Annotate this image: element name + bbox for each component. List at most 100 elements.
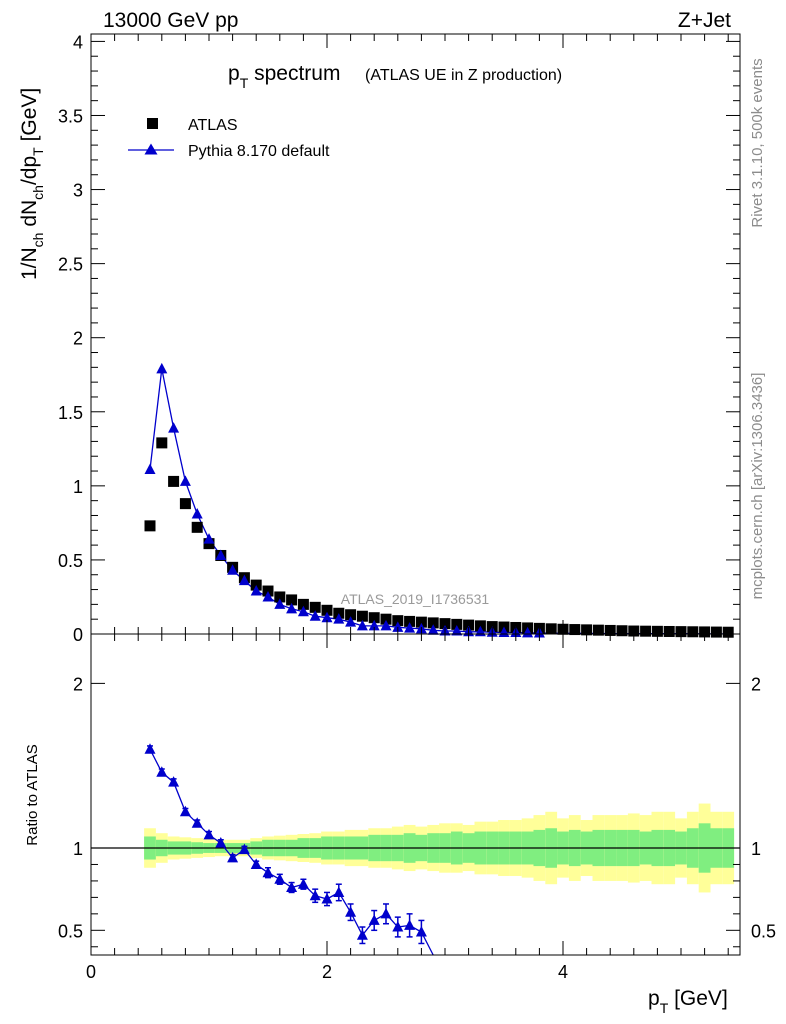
xlabel-gev: [GeV] — [668, 987, 728, 1010]
header-process: Z+Jet — [678, 9, 731, 32]
legend-pythia-marker — [144, 143, 158, 155]
atlas-point-46 — [687, 626, 699, 638]
bottom-panel-frame — [90, 633, 741, 956]
atlas-point-27 — [463, 619, 475, 631]
pythia-point-17 — [345, 616, 357, 627]
legend-atlas-marker — [147, 118, 158, 129]
ratio-point-21 — [392, 921, 404, 932]
pythia-point-4 — [191, 508, 203, 519]
header-energy: 13000 GeV pp — [103, 9, 238, 32]
ratio-point-3 — [179, 805, 191, 817]
atlas-point-11 — [274, 591, 286, 603]
ratio-point-2 — [168, 776, 180, 787]
y-top-tick-label-2: 2 — [73, 329, 83, 349]
pythia-point-18 — [356, 619, 368, 631]
pythia-point-1 — [156, 362, 168, 374]
legend-atlas-label: ATLAS — [188, 117, 238, 134]
atlas-point-23 — [415, 616, 427, 628]
ylabel-dn: dN — [18, 200, 41, 233]
pythia-point-20 — [380, 619, 392, 631]
ratio-point-6 — [215, 837, 227, 848]
atlas-point-3 — [179, 498, 191, 510]
atlas-point-0 — [144, 520, 156, 532]
ratio-point-18 — [356, 929, 368, 940]
mcplots-info: mcplots.cern.ch [arXiv:1306.3436] — [749, 373, 766, 600]
y-top-tick-label-3: 3 — [73, 181, 83, 201]
y-top-tick-label-1: 1 — [73, 477, 83, 497]
y-top-tick-label-2.5: 2.5 — [58, 255, 83, 275]
axis-ticks: 0 2 4 0 0.5 1 1.5 2 2.5 3 3.5 4 0.5 0.5 1 1 2 2 — [58, 32, 776, 982]
pythia-point-10 — [262, 590, 274, 602]
ratio-point-9 — [250, 858, 262, 869]
x-tick-label-2: 2 — [322, 962, 332, 982]
atlas-point-38 — [592, 624, 604, 636]
ylabel-ch2: ch — [30, 185, 46, 200]
pythia-point-9 — [250, 585, 262, 596]
ratio-point-1 — [156, 766, 168, 777]
y-bot-tick-label-right-0.5: 0.5 — [751, 921, 776, 941]
pythia-point-3 — [179, 475, 191, 486]
y-top-tick-label-1.5: 1.5 — [58, 403, 83, 423]
pythia-point-5 — [203, 533, 215, 544]
ratio-point-8 — [238, 843, 250, 855]
bottom-panel-data — [144, 743, 434, 956]
ratio-point-16 — [333, 886, 345, 897]
top-y-axis-label: 1/Nch dNch/dpT [GeV] — [18, 88, 46, 280]
pythia-point-8 — [238, 574, 250, 586]
atlas-point-48 — [710, 626, 722, 638]
pythia-point-32 — [522, 626, 534, 638]
ratio-point-19 — [368, 914, 380, 925]
ratio-point-12 — [286, 881, 298, 893]
atlas-point-44 — [663, 625, 675, 637]
atlas-point-2 — [168, 475, 180, 487]
atlas-point-1 — [156, 437, 168, 449]
y-bot-tick-label-right-1: 1 — [751, 839, 761, 859]
pythia-point-12 — [286, 602, 298, 614]
ratio-point-22 — [404, 919, 416, 930]
ratio-point-17 — [345, 906, 357, 917]
pythia-point-0 — [144, 463, 156, 475]
atlas-point-21 — [392, 615, 404, 627]
ratio-point-7 — [227, 851, 239, 863]
rivet-info: Rivet 3.1.10, 500k events — [749, 58, 766, 227]
atlas-point-36 — [569, 624, 581, 636]
pythia-point-15 — [321, 611, 333, 623]
atlas-point-24 — [427, 617, 439, 629]
ratio-point-5 — [203, 828, 215, 840]
title-spectrum: spectrum — [248, 62, 340, 85]
x-axis-label: pT [GeV] — [648, 987, 728, 1016]
ratio-point-13 — [297, 878, 309, 889]
ylabel-dp: /dp — [18, 156, 41, 185]
pythia-point-7 — [227, 564, 239, 575]
bottom-y-axis-label: Ratio to ATLAS — [24, 744, 41, 845]
pythia-point-11 — [274, 598, 286, 609]
atlas-point-14 — [309, 601, 321, 613]
atlas-point-13 — [297, 598, 309, 610]
atlas-point-42 — [640, 625, 652, 637]
atlas-point-34 — [545, 623, 557, 635]
title-p: p — [228, 62, 240, 85]
y-top-tick-label-0: 0 — [73, 625, 83, 645]
pythia-point-14 — [309, 610, 321, 621]
ylabel-1n: 1/N — [18, 247, 41, 280]
y-top-tick-label-3.5: 3.5 — [58, 106, 83, 126]
atlas-point-4 — [191, 521, 203, 533]
pythia-point-21 — [392, 621, 404, 632]
atlas-point-12 — [286, 594, 298, 606]
atlas-point-20 — [380, 613, 392, 625]
x-tick-label-0: 0 — [86, 962, 96, 982]
atlas-point-17 — [345, 609, 357, 621]
ylabel-ch1: ch — [30, 233, 46, 248]
ratio-point-23 — [415, 925, 427, 937]
y-bot-tick-label-left-2: 2 — [73, 674, 83, 694]
ratio-point-20 — [380, 907, 392, 919]
y-top-tick-label-4: 4 — [73, 32, 83, 52]
ratio-point-15 — [321, 893, 333, 904]
atlas-point-15 — [321, 604, 333, 616]
ratio-point-0 — [144, 743, 156, 754]
x-tick-label-4: 4 — [558, 962, 568, 982]
ratio-point-11 — [274, 873, 286, 884]
atlas-point-18 — [356, 610, 368, 622]
analysis-watermark: ATLAS_2019_I1736531 — [341, 591, 490, 607]
